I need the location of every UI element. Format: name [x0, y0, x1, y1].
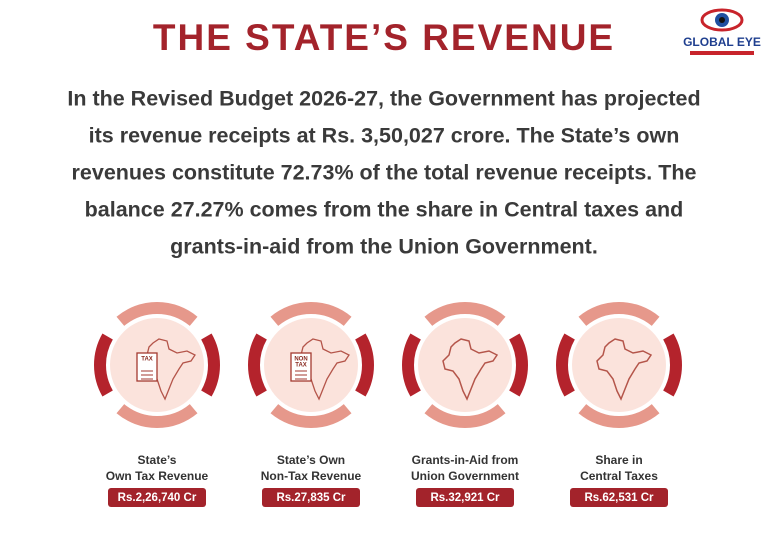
paragraph-line: its revenue receipts at Rs. 3,50,027 cro… [89, 124, 680, 148]
revenue-items: TAX State’s Own Tax Revenue Rs.2,26,740 Cr N… [94, 302, 682, 507]
item-value: Rs.32,921 Cr [430, 492, 500, 504]
paragraph-line: grants-in-aid from the Union Government. [170, 235, 598, 259]
paragraph-line: In the Revised Budget 2026-27, the Gover… [67, 87, 700, 111]
revenue-item: TAX State’s Own Tax Revenue Rs.2,26,740 Cr [94, 302, 220, 507]
paragraph-line: balance 27.27% comes from the share in C… [85, 198, 684, 222]
item-value: Rs.62,531 Cr [584, 492, 654, 504]
item-value: Rs.2,26,740 Cr [118, 492, 197, 504]
icon-text: TAX [141, 357, 153, 363]
paragraph: In the Revised Budget 2026-27, the Gover… [67, 87, 700, 259]
item-label: Share in [595, 453, 642, 467]
icon-bg [572, 318, 666, 412]
icon-bg [418, 318, 512, 412]
ring-arc-dark [248, 333, 267, 397]
ring-arc-dark [94, 333, 113, 397]
icon-text: NON [294, 357, 307, 363]
ring-arc-light [424, 302, 506, 327]
item-label: Union Government [411, 469, 519, 483]
item-label: Central Taxes [580, 469, 658, 483]
paragraph-line: revenues constitute 72.73% of the total … [72, 161, 697, 185]
logo: GLOBAL EYE [683, 8, 761, 55]
revenue-item: Share in Central Taxes Rs.62,531 Cr [556, 302, 682, 507]
ring-arc-light [116, 403, 198, 428]
ring-arc-dark [556, 333, 575, 397]
ring-arc-light [116, 302, 198, 327]
item-label: State’s Own [277, 453, 345, 467]
ring-arc-dark [402, 333, 421, 397]
map-outline [596, 338, 653, 401]
value-badge [108, 488, 206, 507]
ring-arc-light [578, 403, 660, 428]
ring-arc-dark [663, 333, 682, 397]
ring-arc-light [424, 403, 506, 428]
ring-arc-light [270, 302, 352, 327]
item-label: State’s [138, 453, 177, 467]
ring-arc-dark [201, 333, 220, 397]
item-label: Non-Tax Revenue [261, 469, 362, 483]
document-icon [290, 352, 312, 382]
ring-arc-dark [355, 333, 374, 397]
title: THE STATE’S REVENUE [153, 17, 615, 58]
item-label: Grants-in-Aid from [412, 453, 519, 467]
item-label: Own Tax Revenue [106, 469, 209, 483]
value-badge [570, 488, 668, 507]
value-badge [262, 488, 360, 507]
value-badge [416, 488, 514, 507]
ring-arc-light [578, 302, 660, 327]
document-icon [136, 352, 158, 382]
map-outline [442, 338, 499, 401]
ring-arc-light [270, 403, 352, 428]
revenue-item: Grants-in-Aid from Union Government Rs.32,… [402, 302, 528, 507]
icon-text: TAX [295, 363, 307, 369]
item-value: Rs.27,835 Cr [276, 492, 346, 504]
logo-text: GLOBAL EYE [683, 35, 761, 49]
ring-arc-dark [509, 333, 528, 397]
